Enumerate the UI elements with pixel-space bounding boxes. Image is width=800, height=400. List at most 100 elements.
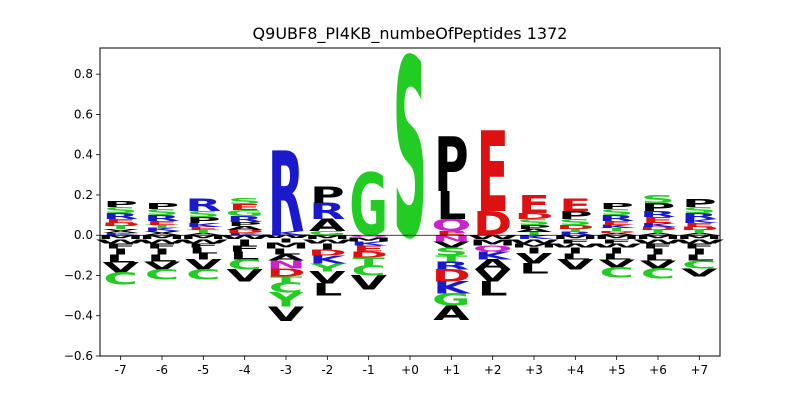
residue-E--1: E xyxy=(353,244,385,254)
residue-S-+6: S xyxy=(641,193,675,206)
residue-K-+7: K xyxy=(681,218,719,224)
residue-S-+1: S xyxy=(434,245,468,258)
residue-A--3: A xyxy=(268,253,304,263)
residue-E-+4: E xyxy=(559,196,591,215)
residue-L-+4: L xyxy=(560,252,590,262)
residue-E--7: E xyxy=(105,218,137,224)
residue-P--5: P xyxy=(186,216,220,226)
residue-C--7: C xyxy=(103,270,138,289)
y-tick-label: −0.4 xyxy=(64,309,93,323)
y-tick-label: 0.2 xyxy=(74,188,93,202)
residue-I--5: I xyxy=(195,252,213,262)
residue-R--2: R xyxy=(309,199,345,225)
residue-D--3: D xyxy=(266,266,305,279)
residue-K--5: K xyxy=(185,222,223,228)
residue-V--2: V xyxy=(309,269,346,288)
y-tick-label: 0.0 xyxy=(74,228,93,242)
residue-A--6: A xyxy=(144,233,181,236)
x-tick-label: +6 xyxy=(649,363,667,377)
residue-D--2: D xyxy=(308,248,347,258)
residue-K-+1: K xyxy=(433,279,472,298)
residue-A--7: A xyxy=(102,231,139,234)
residue-C--5: C xyxy=(186,267,221,283)
residue-T-+1: T xyxy=(435,254,467,264)
residue-D-+1: D xyxy=(432,267,471,286)
residue-L-+1: L xyxy=(436,184,466,229)
residue-V-+5: V xyxy=(598,257,635,270)
residue-F-+4: F xyxy=(559,238,591,244)
y-tick-label: −0.6 xyxy=(64,349,93,363)
residue-W-+4: W xyxy=(549,242,601,248)
residue-E--4: E xyxy=(229,202,261,212)
x-tick-label: +7 xyxy=(690,363,708,377)
residue-K-+3: K xyxy=(516,234,554,240)
residue-E-+5: E xyxy=(601,220,633,226)
residue-S-+3: S xyxy=(517,218,551,228)
residue-D-+4: D xyxy=(556,224,595,230)
y-tick-label: 0.8 xyxy=(74,67,93,81)
residue-T-+4: T xyxy=(559,228,591,233)
residue-L--3: L xyxy=(271,247,301,257)
residue-W--2: W xyxy=(301,238,353,244)
residue-C-+6: C xyxy=(641,266,676,282)
residue-W-+5: W xyxy=(591,242,643,248)
residue-A-+1: A xyxy=(433,303,470,325)
residue-Q-+2: Q xyxy=(473,244,513,254)
residue-I-+7: I xyxy=(691,247,709,257)
residue-D-+5: D xyxy=(597,231,636,234)
x-tick-label: -6 xyxy=(156,363,168,377)
residue-L-+3: L xyxy=(519,261,549,277)
residue-P--2: P xyxy=(310,183,344,209)
residue-D-+3: D xyxy=(514,212,553,222)
y-tick-label: 0.4 xyxy=(74,148,93,162)
residue-V-+6: V xyxy=(640,258,677,271)
residue-R-+7: R xyxy=(681,212,717,222)
residue-W-+2: W xyxy=(467,234,519,240)
residue-S--6: S xyxy=(145,207,179,217)
residue-M-+5: M xyxy=(593,234,640,240)
residue-G-+1: G xyxy=(432,291,471,310)
residue-R--5: R xyxy=(185,196,221,215)
residue-K-+5: K xyxy=(598,224,636,229)
residue-S--7: S xyxy=(104,205,138,215)
x-tick-label: -4 xyxy=(239,363,251,377)
residue-P--7: P xyxy=(103,199,137,209)
residue-E--6: E xyxy=(146,220,178,226)
residue-I--2: I xyxy=(319,242,337,252)
residue-Y--3: Y xyxy=(268,290,305,312)
residue-F-+5: F xyxy=(601,238,633,244)
residue-F--4: F xyxy=(229,244,261,254)
residue-Y--2: Y xyxy=(309,261,346,274)
residue-F--6: F xyxy=(146,242,178,250)
residue-T--3: T xyxy=(270,275,302,285)
residue-V-+7: V xyxy=(681,266,718,279)
residue-S-+4: S xyxy=(558,218,592,228)
residue-M--1: M xyxy=(345,236,392,242)
residue-L--7: L xyxy=(106,252,136,265)
residue-R-+6: R xyxy=(640,210,676,220)
residue-W-+7: W xyxy=(673,238,725,244)
x-tick-label: -2 xyxy=(321,363,333,377)
residue-M-+4: M xyxy=(552,234,599,240)
residue-T-+6: T xyxy=(642,229,674,234)
residue-S--5: S xyxy=(186,210,220,220)
residue-W-+3: W xyxy=(508,238,560,244)
residue-T--6: T xyxy=(146,224,178,229)
residue-A--2: A xyxy=(309,216,346,235)
residue-C--3: C xyxy=(269,280,304,296)
residue-L--6: L xyxy=(147,253,177,264)
residue-V--4: V xyxy=(226,267,263,286)
residue-K--2: K xyxy=(309,253,348,266)
residue-E-+2: E xyxy=(477,108,509,237)
residue-I--7: I xyxy=(112,247,130,257)
residue-P--6: P xyxy=(145,201,179,211)
residue-F--5: F xyxy=(187,242,219,248)
residue-L--5: L xyxy=(188,246,218,256)
residue-K-+6: K xyxy=(640,222,678,228)
residue-T--1: T xyxy=(353,255,386,268)
residue-A-+5: A xyxy=(598,233,635,236)
residue-N-+1: N xyxy=(432,234,471,244)
residue-F-+6: F xyxy=(642,242,674,250)
residue-T--5: T xyxy=(187,229,219,234)
residue-I--4: I xyxy=(236,238,254,248)
